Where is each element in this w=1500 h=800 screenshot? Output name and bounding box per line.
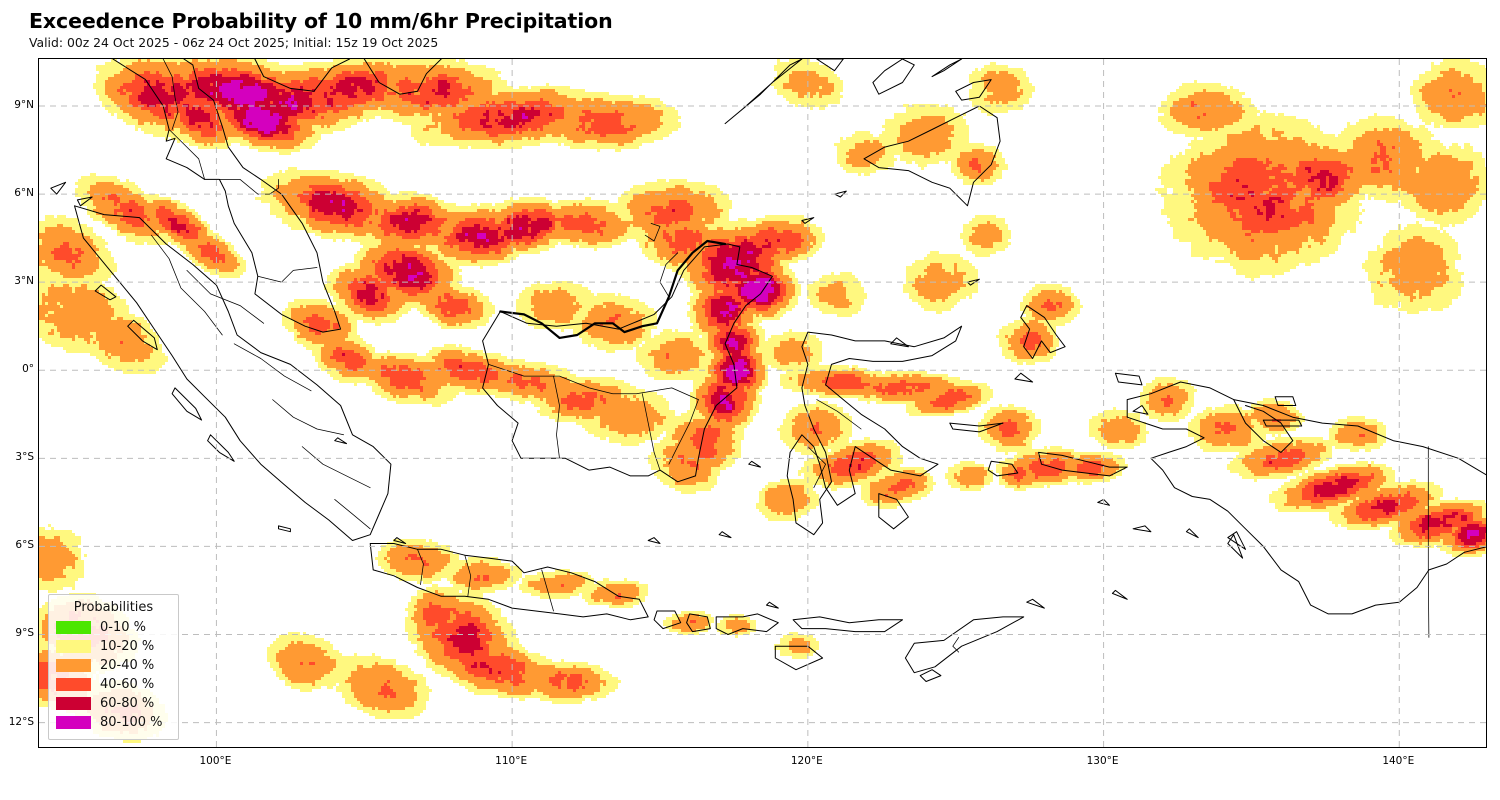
- graticule-gridlines: [39, 59, 1486, 747]
- legend-label: 60-80 %: [100, 696, 155, 711]
- legend-item: 20-40 %: [56, 656, 171, 675]
- y-tick-label: 6°S: [15, 539, 34, 552]
- page-subtitle: Valid: 00z 24 Oct 2025 - 06z 24 Oct 2025…: [29, 35, 439, 50]
- y-tick-label: 0°: [22, 363, 34, 376]
- legend-box: Probabilities 0-10 % 10-20 % 20-40 % 40-60 …: [48, 594, 179, 740]
- legend-title: Probabilities: [73, 600, 154, 615]
- legend-label: 10-20 %: [100, 639, 155, 654]
- x-tick-label: 100°E: [199, 755, 232, 767]
- page-title: Exceedence Probability of 10 mm/6hr Prec…: [29, 9, 613, 33]
- map-canvas-container: [39, 59, 1486, 747]
- legend-item: 80-100 %: [56, 713, 171, 732]
- y-tick-label: 9°N: [14, 98, 34, 111]
- x-tick-label: 110°E: [495, 755, 528, 767]
- y-tick-label: 3°N: [14, 275, 34, 288]
- legend-swatch: [56, 621, 91, 634]
- legend-swatch: [56, 716, 91, 729]
- legend-swatch: [56, 697, 91, 710]
- legend-label: 40-60 %: [100, 677, 155, 692]
- y-tick-label: 12°S: [8, 715, 34, 728]
- x-tick-label: 140°E: [1382, 755, 1415, 767]
- y-tick-label: 6°N: [14, 187, 34, 200]
- precipitation-probability-raster: [39, 59, 1486, 747]
- y-tick-label: 3°S: [15, 451, 34, 464]
- coastlines-and-borders: [50, 59, 1486, 682]
- legend-rows: 0-10 % 10-20 % 20-40 % 40-60 % 60-80 % 80-100…: [56, 618, 171, 732]
- legend-item: 40-60 %: [56, 675, 171, 694]
- legend-label: 80-100 %: [100, 715, 163, 730]
- legend-item: 0-10 %: [56, 618, 171, 637]
- x-tick-label: 130°E: [1086, 755, 1119, 767]
- legend-item: 10-20 %: [56, 637, 171, 656]
- legend-swatch: [56, 659, 91, 672]
- legend-label: 20-40 %: [100, 658, 155, 673]
- y-tick-label: 9°S: [15, 627, 34, 640]
- map-plot-area: [38, 58, 1487, 748]
- legend-swatch: [56, 640, 91, 653]
- legend-label: 0-10 %: [100, 620, 146, 635]
- x-tick-label: 120°E: [790, 755, 823, 767]
- legend-item: 60-80 %: [56, 694, 171, 713]
- legend-swatch: [56, 678, 91, 691]
